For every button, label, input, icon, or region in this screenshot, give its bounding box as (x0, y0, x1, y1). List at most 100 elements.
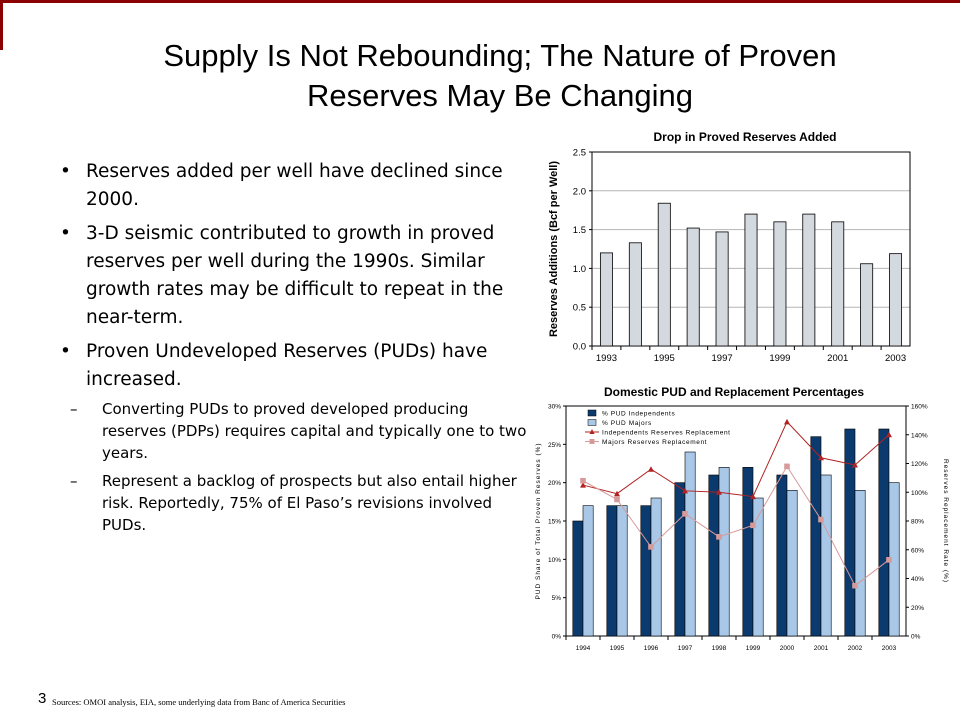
x-tick-label: 1993 (596, 353, 617, 364)
legend-label: % PUD Majors (602, 420, 652, 427)
line-point (818, 454, 824, 461)
line-point (852, 461, 858, 468)
line-point (716, 489, 722, 495)
line-point (852, 582, 858, 589)
legend-marker (589, 429, 595, 434)
y2-tick-label: 140% (911, 432, 928, 439)
series-line (582, 420, 890, 498)
title-line-2: Reserves May Be Changing (307, 78, 693, 113)
bar (599, 252, 613, 347)
y-axis-label: PUD Share of Total Proven Reserves (%) (535, 442, 542, 599)
sub-bullet-list: Converting PUDs to proved developed prod… (70, 398, 528, 536)
bar (878, 428, 890, 637)
sub-bullet-text: Converting PUDs to proved developed prod… (102, 400, 527, 462)
y-tick-label: 30% (548, 404, 561, 411)
y-tick-label: 0.0 (573, 342, 586, 353)
line-point (580, 477, 586, 484)
x-tick-label: 2001 (814, 645, 829, 652)
x-tick-label: 1999 (746, 645, 761, 652)
x-tick-label: 2003 (882, 645, 897, 652)
bar (786, 490, 798, 637)
bar (752, 497, 764, 637)
bar (773, 221, 787, 347)
line-point (716, 534, 722, 540)
bar (744, 213, 758, 347)
plot-area (591, 151, 911, 347)
bar (708, 474, 720, 637)
x-tick-label: 2003 (885, 353, 906, 364)
bar (657, 202, 671, 347)
y-tick-label: 20% (548, 480, 561, 487)
bar (674, 482, 686, 637)
line-point (682, 511, 688, 517)
line-point (682, 487, 688, 494)
line-point (614, 496, 620, 503)
x-tick-label: 1998 (712, 645, 727, 652)
line-point (648, 544, 654, 550)
y-tick-label: 1.5 (573, 225, 586, 236)
y2-tick-label: 120% (911, 461, 928, 468)
legend-marker (589, 439, 595, 444)
slide-title: Supply Is Not Rebounding; The Nature of … (60, 36, 940, 116)
bar (616, 505, 628, 637)
y-tick-label: 25% (548, 442, 561, 449)
line-point (784, 463, 790, 470)
legend-label: Majors Reserves Replacement (602, 439, 707, 446)
y2-tick-label: 0% (911, 634, 921, 641)
series-line (582, 465, 890, 587)
legend-label: Independents Reserves Replacement (602, 430, 731, 437)
y-tick-label: 15% (548, 519, 561, 526)
bar (831, 221, 845, 347)
bar (888, 482, 900, 637)
line-point (580, 482, 586, 488)
y2-axis-label: Reserves Replacement Rate (%) (942, 459, 949, 583)
bar (854, 490, 866, 637)
line-point (750, 493, 756, 500)
line-point (648, 466, 654, 472)
x-tick-label: 1999 (769, 353, 790, 364)
bar (582, 505, 594, 637)
bar (686, 227, 700, 347)
y-tick-label: 2.5 (573, 148, 586, 159)
title-line-1: Supply Is Not Rebounding; The Nature of … (163, 38, 837, 73)
x-tick-label: 1995 (654, 353, 675, 364)
x-tick-label: 2000 (780, 645, 795, 652)
bullet-item: Proven Undeveloped Reserves (PUDs) have … (58, 338, 528, 536)
legend-label: % PUD Independents (602, 411, 675, 418)
sub-bullet-item: Represent a backlog of prospects but als… (58, 470, 528, 536)
line-point (886, 431, 892, 438)
sub-bullet-item: Converting PUDs to proved developed prod… (58, 398, 528, 464)
y2-tick-label: 40% (911, 576, 924, 583)
bar (860, 263, 874, 347)
y2-tick-label: 80% (911, 519, 924, 526)
plot-area (565, 405, 907, 637)
y-tick-label: 5% (552, 595, 562, 602)
y-tick-label: 0% (552, 634, 562, 641)
bar (650, 497, 662, 637)
y2-tick-label: 100% (911, 490, 928, 497)
x-tick-label: 1995 (610, 645, 625, 652)
y-tick-label: 10% (548, 557, 561, 564)
bar (820, 474, 832, 637)
line-point (818, 516, 824, 523)
bar (606, 505, 618, 637)
bar (844, 428, 856, 637)
bar (776, 474, 788, 637)
page-number: 3 (38, 690, 47, 707)
y2-tick-label: 20% (911, 605, 924, 612)
bullet-text: Proven Undeveloped Reserves (PUDs) have … (86, 341, 488, 390)
x-tick-label: 1996 (644, 645, 659, 652)
y-tick-label: 1.0 (573, 264, 586, 275)
bullet-item: Reserves added per well have declined si… (58, 158, 528, 214)
x-tick-label: 1997 (678, 645, 693, 652)
x-tick-label: 1994 (576, 645, 591, 652)
bar (802, 213, 816, 347)
x-tick-label: 2001 (827, 353, 848, 364)
bar (628, 242, 642, 347)
chart-title: Drop in Proved Reserves Added (654, 130, 837, 144)
bullet-text: 3-D seismic contributed to growth in pro… (86, 223, 504, 328)
bar (640, 505, 652, 637)
y2-tick-label: 60% (911, 547, 924, 554)
legend-swatch (587, 419, 597, 426)
bullet-item: 3-D seismic contributed to growth in pro… (58, 220, 528, 332)
